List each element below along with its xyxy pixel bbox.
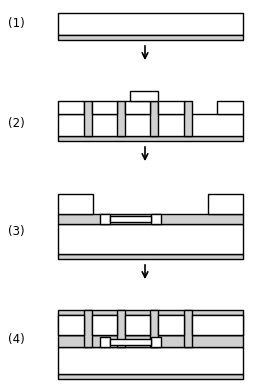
Bar xyxy=(192,315,243,335)
Bar xyxy=(58,194,93,214)
Bar xyxy=(58,214,243,224)
Bar xyxy=(84,310,92,347)
Bar xyxy=(117,101,125,136)
Bar xyxy=(125,101,150,114)
Bar xyxy=(184,101,192,136)
Bar xyxy=(208,194,243,214)
Bar xyxy=(58,310,243,315)
Text: (4): (4) xyxy=(8,332,25,346)
Bar xyxy=(58,335,243,347)
Bar xyxy=(84,101,92,136)
Bar xyxy=(158,315,184,335)
Bar xyxy=(125,315,150,335)
Bar xyxy=(58,315,84,335)
Bar xyxy=(110,339,151,345)
Bar xyxy=(150,310,158,347)
Bar xyxy=(151,337,161,347)
Bar xyxy=(58,347,243,374)
Bar xyxy=(58,254,243,259)
Bar xyxy=(110,216,151,222)
Bar xyxy=(158,101,184,114)
Bar xyxy=(58,114,243,136)
Bar xyxy=(117,310,125,347)
Bar xyxy=(100,337,110,347)
Bar xyxy=(58,374,243,379)
Bar xyxy=(58,13,243,35)
Bar xyxy=(184,310,192,347)
Bar xyxy=(58,315,243,335)
Bar xyxy=(100,214,110,224)
Bar xyxy=(92,315,117,335)
Bar xyxy=(58,101,84,114)
Bar xyxy=(58,136,243,141)
Bar xyxy=(58,224,243,254)
Text: (1): (1) xyxy=(8,17,25,31)
Text: (2): (2) xyxy=(8,118,25,130)
Bar xyxy=(150,101,158,136)
Bar xyxy=(92,101,117,114)
Bar xyxy=(58,35,243,40)
Bar xyxy=(130,91,158,101)
Text: (3): (3) xyxy=(8,226,25,238)
Bar xyxy=(151,214,161,224)
Bar xyxy=(217,101,243,114)
